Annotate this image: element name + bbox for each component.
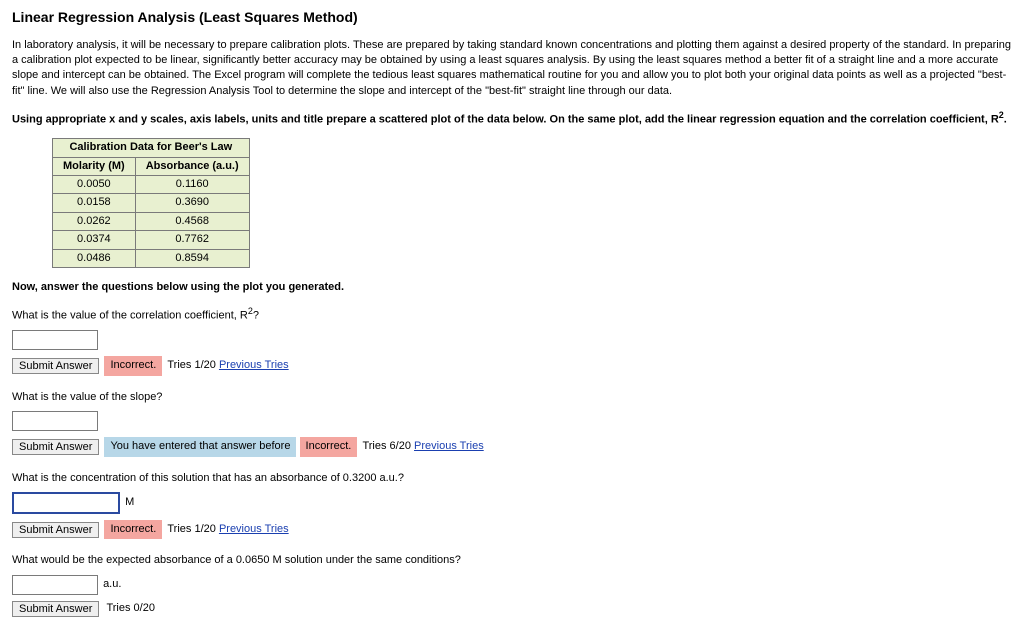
table-row: 0.03740.7762 bbox=[53, 231, 250, 249]
q2-status-repeat: You have entered that answer before bbox=[104, 437, 296, 456]
table-col1-header: Molarity (M) bbox=[53, 157, 136, 175]
q2-tries: Tries 6/20 bbox=[362, 440, 411, 452]
q4-unit: a.u. bbox=[103, 578, 121, 590]
q3-status-incorrect: Incorrect. bbox=[104, 520, 162, 539]
q1-previous-tries-link[interactable]: Previous Tries bbox=[219, 359, 289, 371]
page-title: Linear Regression Analysis (Least Square… bbox=[12, 8, 1012, 28]
now-answer-heading: Now, answer the questions below using th… bbox=[12, 280, 1012, 295]
q1-tries: Tries 1/20 bbox=[167, 359, 216, 371]
calibration-table: Calibration Data for Beer's Law Molarity… bbox=[52, 138, 250, 268]
q2-previous-tries-link[interactable]: Previous Tries bbox=[414, 440, 484, 452]
q4-answer-input[interactable] bbox=[12, 575, 98, 595]
q4-tries: Tries 0/20 bbox=[106, 602, 155, 614]
q3-unit: M bbox=[125, 496, 134, 508]
intro-paragraph: In laboratory analysis, it will be neces… bbox=[12, 38, 1012, 100]
q2-submit-button[interactable]: Submit Answer bbox=[12, 439, 99, 455]
table-row: 0.00500.1160 bbox=[53, 175, 250, 193]
q2-answer-input[interactable] bbox=[12, 411, 98, 431]
table-row: 0.01580.3690 bbox=[53, 194, 250, 212]
table-row: 0.02620.4568 bbox=[53, 212, 250, 230]
q4-submit-button[interactable]: Submit Answer bbox=[12, 601, 99, 617]
q3-tries: Tries 1/20 bbox=[167, 523, 216, 535]
q1-submit-button[interactable]: Submit Answer bbox=[12, 358, 99, 374]
instruction-paragraph: Using appropriate x and y scales, axis l… bbox=[12, 109, 1012, 128]
q2-status-incorrect: Incorrect. bbox=[300, 437, 358, 456]
q3-answer-input[interactable] bbox=[12, 492, 120, 514]
table-row: 0.04860.8594 bbox=[53, 249, 250, 267]
table-col2-header: Absorbance (a.u.) bbox=[135, 157, 249, 175]
q3-submit-button[interactable]: Submit Answer bbox=[12, 522, 99, 538]
q3-text: What is the concentration of this soluti… bbox=[12, 471, 1012, 486]
q2-text: What is the value of the slope? bbox=[12, 390, 1012, 405]
q1-text: What is the value of the correlation coe… bbox=[12, 305, 1012, 324]
q1-status-incorrect: Incorrect. bbox=[104, 356, 162, 375]
table-title: Calibration Data for Beer's Law bbox=[53, 139, 250, 157]
q3-previous-tries-link[interactable]: Previous Tries bbox=[219, 523, 289, 535]
q1-answer-input[interactable] bbox=[12, 330, 98, 350]
q4-text: What would be the expected absorbance of… bbox=[12, 553, 1012, 568]
